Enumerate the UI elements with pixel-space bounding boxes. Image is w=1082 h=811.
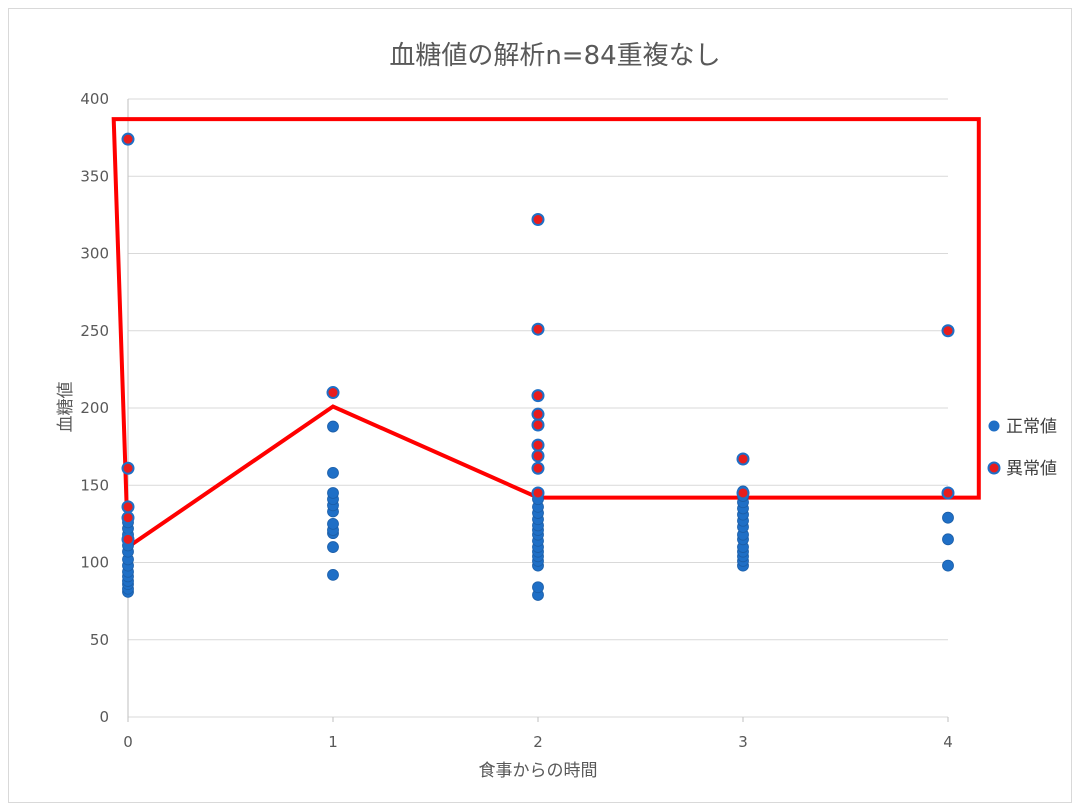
normal-point: [327, 568, 339, 581]
abnormal-point: [531, 213, 545, 227]
abnormal-point: [121, 500, 135, 514]
abnormal-point: [531, 418, 545, 432]
normal-point: [942, 511, 954, 524]
abnormal-point: [326, 386, 340, 400]
normal-point: [327, 517, 339, 530]
y-tick-label: 150: [80, 476, 109, 494]
x-axis-label: 食事からの時間: [479, 761, 598, 781]
abnormal-point: [121, 132, 135, 146]
abnormal-point: [121, 532, 135, 546]
y-tick-label: 50: [90, 631, 109, 649]
abnormal-point: [736, 452, 750, 466]
normal-point: [327, 541, 339, 553]
scatter-chart: 血糖値の解析n=84重複なし 050100150200250300350400 …: [56, 41, 1057, 781]
x-tick-label: 0: [123, 733, 133, 751]
normal-point: [942, 533, 954, 546]
normal-point: [327, 466, 339, 479]
y-tick-label: 0: [99, 708, 109, 726]
y-tick-label: 350: [80, 167, 109, 185]
axes: 0 1 2 3 4: [123, 99, 953, 751]
y-tick-label: 200: [80, 399, 109, 417]
data-points: [121, 132, 955, 601]
y-tick-label: 300: [80, 245, 109, 263]
abnormal-point: [531, 322, 545, 336]
x-tick-label: 4: [943, 733, 953, 751]
y-tick-label: 100: [80, 554, 109, 572]
abnormal-point: [736, 486, 750, 500]
abnormal-point: [941, 324, 955, 338]
grid-lines: 0 50 100 150 200 250 300 350 400: [80, 90, 948, 726]
abnormal-point: [531, 461, 545, 475]
x-tick-label: 3: [738, 733, 748, 751]
abnormal-point: [531, 438, 545, 452]
legend-marker-normal: [988, 420, 1000, 432]
y-tick-label: 400: [80, 90, 109, 108]
x-tick-label: 1: [328, 733, 338, 751]
abnormal-point: [531, 449, 545, 463]
abnormal-point: [531, 407, 545, 421]
abnormal-point: [531, 486, 545, 500]
chart-title: 血糖値の解析n=84重複なし: [389, 41, 720, 71]
normal-point: [327, 487, 339, 499]
annotation-region: [111, 117, 981, 551]
legend-label-normal: 正常値: [1006, 417, 1057, 437]
abnormal-point: [531, 389, 545, 403]
y-tick-label: 250: [80, 322, 109, 340]
abnormal-point: [121, 461, 135, 475]
abnormal-point: [121, 511, 135, 525]
y-axis-label: 血糖値: [56, 382, 76, 433]
normal-point: [532, 581, 544, 594]
normal-point: [942, 559, 954, 572]
abnormal-point: [941, 486, 955, 500]
red-outline-annotation: [111, 117, 981, 551]
legend-marker-abnormal: [987, 461, 1001, 475]
x-tick-label: 2: [533, 733, 543, 751]
normal-point: [327, 420, 339, 433]
legend-label-abnormal: 異常値: [1006, 459, 1057, 479]
chart-frame: 血糖値の解析n=84重複なし 0 50 100 150 200 250 300 350 400 …: [8, 8, 1072, 803]
